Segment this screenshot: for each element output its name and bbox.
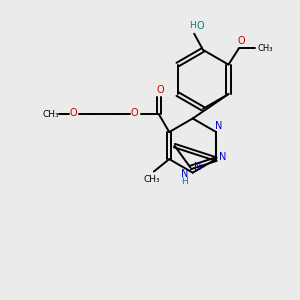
Text: CH₃: CH₃ [42,110,59,119]
Text: O: O [238,36,246,46]
Text: O: O [197,21,205,31]
Text: N: N [215,121,222,130]
Text: CH₃: CH₃ [258,44,273,53]
Text: N: N [181,169,188,179]
Text: H: H [189,21,196,30]
Text: N: N [219,152,226,162]
Text: N: N [194,163,201,172]
Text: O: O [157,85,164,95]
Text: O: O [69,108,77,118]
Text: CH₃: CH₃ [143,175,160,184]
Text: H: H [181,177,188,186]
Text: O: O [131,108,139,118]
